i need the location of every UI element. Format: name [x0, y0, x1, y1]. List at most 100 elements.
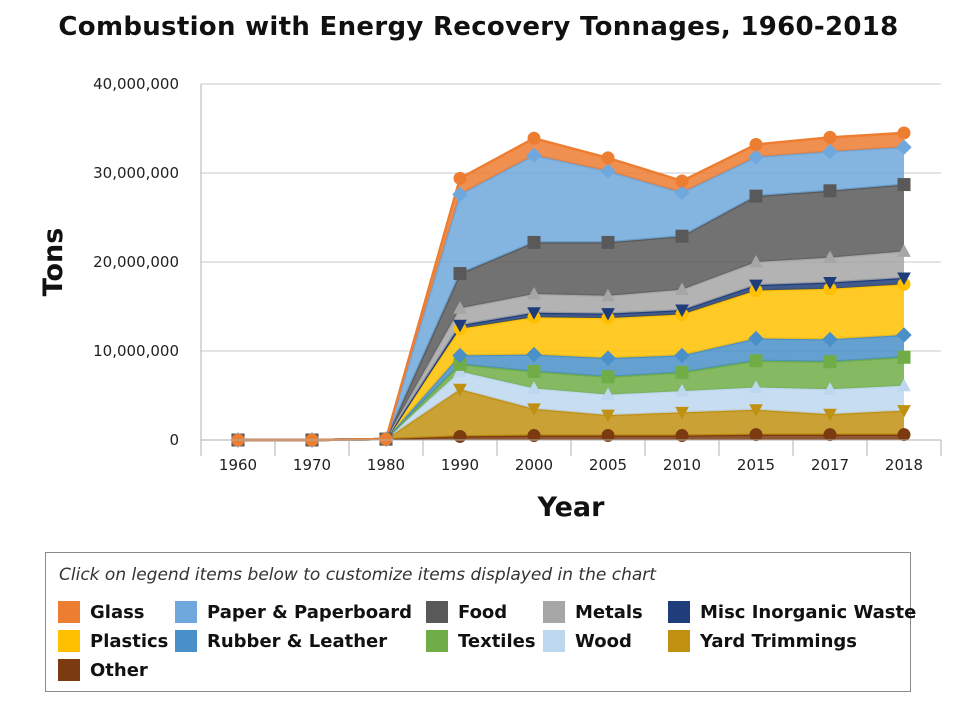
- marker-glass: [897, 126, 911, 140]
- legend-swatch: [58, 659, 80, 681]
- legend-swatch: [543, 630, 565, 652]
- marker-metals: [675, 282, 689, 296]
- marker-metals: [749, 254, 763, 268]
- marker-food: [601, 235, 615, 249]
- y-tick-label: 40,000,000: [93, 75, 179, 93]
- legend-item-glass[interactable]: Glass: [58, 601, 145, 623]
- marker-food: [453, 267, 467, 281]
- marker-paper-and-paperboard: [896, 139, 912, 155]
- marker-rubber-and-leather: [748, 330, 764, 347]
- marker-other: [601, 429, 615, 443]
- legend-label: Wood: [575, 630, 632, 652]
- marker-rubber-and-leather: [600, 350, 616, 366]
- area-plastics: [238, 284, 904, 440]
- marker-other: [453, 429, 467, 443]
- x-tick-label: 2015: [737, 456, 775, 474]
- marker-misc-inorganic-waste: [675, 304, 689, 318]
- legend-label: Glass: [90, 601, 145, 623]
- legend-label: Textiles: [458, 630, 536, 652]
- legend-item-misc-inorganic-waste[interactable]: Misc Inorganic Waste: [668, 601, 916, 623]
- marker-metals: [897, 244, 911, 257]
- marker-rubber-and-leather: [452, 347, 468, 364]
- marker-food: [675, 229, 689, 243]
- legend-item-food[interactable]: Food: [426, 601, 507, 623]
- marker-metals: [823, 250, 837, 264]
- legend-swatch: [668, 601, 690, 623]
- marker-yard-trimmings: [527, 403, 541, 416]
- axes: 1960 1970 1980 1990 2000 2005 2010 2015 2017 2018: [200, 84, 942, 474]
- legend-label: Plastics: [90, 630, 169, 652]
- legend-item-metals[interactable]: Metals: [543, 601, 643, 623]
- legend-item-textiles[interactable]: Textiles: [426, 630, 536, 652]
- legend-label: Food: [458, 601, 508, 623]
- marker-rubber-and-leather: [674, 347, 690, 364]
- legend-item-rubber-and-leather[interactable]: Rubber & Leather: [175, 630, 387, 652]
- marker-glass: [675, 174, 689, 188]
- marker-textiles: [675, 365, 689, 379]
- legend-swatch: [426, 601, 448, 623]
- x-tick-label: 2000: [515, 456, 553, 474]
- legend-label: Yard Trimmings: [700, 630, 857, 652]
- marker-metals: [601, 288, 615, 302]
- marker-paper-and-paperboard: [452, 186, 468, 203]
- marker-yard-trimmings: [749, 404, 763, 417]
- marker-yard-trimmings: [453, 383, 467, 397]
- area-paper-and-paperboard: [238, 147, 904, 440]
- legend-item-yard-trimmings[interactable]: Yard Trimmings: [668, 630, 857, 652]
- marker-wood: [675, 384, 689, 397]
- marker-food: [897, 178, 911, 192]
- marker-textiles: [897, 350, 911, 364]
- marker-paper-and-paperboard: [600, 163, 616, 179]
- legend: Click on legend items below to customize…: [45, 552, 916, 692]
- legend-swatch: [175, 630, 197, 652]
- marker-glass: [601, 151, 615, 165]
- legend-item-wood[interactable]: Wood: [543, 630, 632, 652]
- marker-metals: [453, 301, 467, 314]
- marker-yard-trimmings: [601, 409, 615, 423]
- marker-other: [897, 428, 911, 442]
- marker-other: [823, 428, 837, 442]
- marker-metals: [527, 286, 541, 300]
- area-food: [238, 184, 904, 440]
- legend-swatch: [426, 630, 448, 652]
- x-tick-label: 2017: [811, 456, 849, 474]
- marker-textiles: [749, 354, 763, 368]
- marker-rubber-and-leather: [896, 327, 912, 343]
- x-tick-label: 1990: [441, 456, 479, 474]
- marker-glass: [823, 130, 837, 144]
- marker-paper-and-paperboard: [526, 147, 542, 163]
- y-tick-label: 0: [169, 431, 179, 449]
- marker-food: [823, 184, 837, 198]
- legend-swatch: [58, 601, 80, 623]
- y-axis-title: Tons: [38, 228, 69, 297]
- x-tick-label: 1980: [367, 456, 405, 474]
- legend-item-paper-and-paperboard[interactable]: Paper & Paperboard: [175, 601, 412, 623]
- area-rubber-and-leather: [238, 335, 904, 440]
- marker-yard-trimmings: [897, 405, 911, 418]
- chart-title: Combustion with Energy Recovery Tonnages…: [58, 12, 899, 42]
- y-tick-label: 30,000,000: [93, 164, 179, 182]
- x-axis-title: Year: [537, 492, 606, 523]
- marker-textiles: [527, 364, 541, 378]
- legend-swatch: [58, 630, 80, 652]
- marker-wood: [601, 387, 615, 401]
- area-metals: [238, 251, 904, 440]
- x-tick-label: 1960: [219, 456, 257, 474]
- marker-wood: [453, 364, 467, 377]
- marker-misc-inorganic-waste: [601, 308, 615, 321]
- marker-paper-and-paperboard: [748, 149, 764, 165]
- series-markers: [230, 126, 912, 448]
- marker-other: [675, 429, 689, 443]
- marker-rubber-and-leather: [526, 346, 542, 363]
- marker-yard-trimmings: [823, 408, 837, 422]
- y-tick-label: 20,000,000: [93, 253, 179, 271]
- legend-item-plastics[interactable]: Plastics: [58, 630, 168, 652]
- legend-hint: Click on legend items below to customize…: [59, 565, 656, 585]
- marker-wood: [527, 381, 541, 394]
- legend-item-other[interactable]: Other: [58, 659, 148, 681]
- marker-misc-inorganic-waste: [749, 279, 763, 293]
- marker-textiles: [823, 355, 837, 369]
- marker-wood: [823, 382, 837, 395]
- x-tick-label: 2010: [663, 456, 701, 474]
- x-tick-label: 1970: [293, 456, 331, 474]
